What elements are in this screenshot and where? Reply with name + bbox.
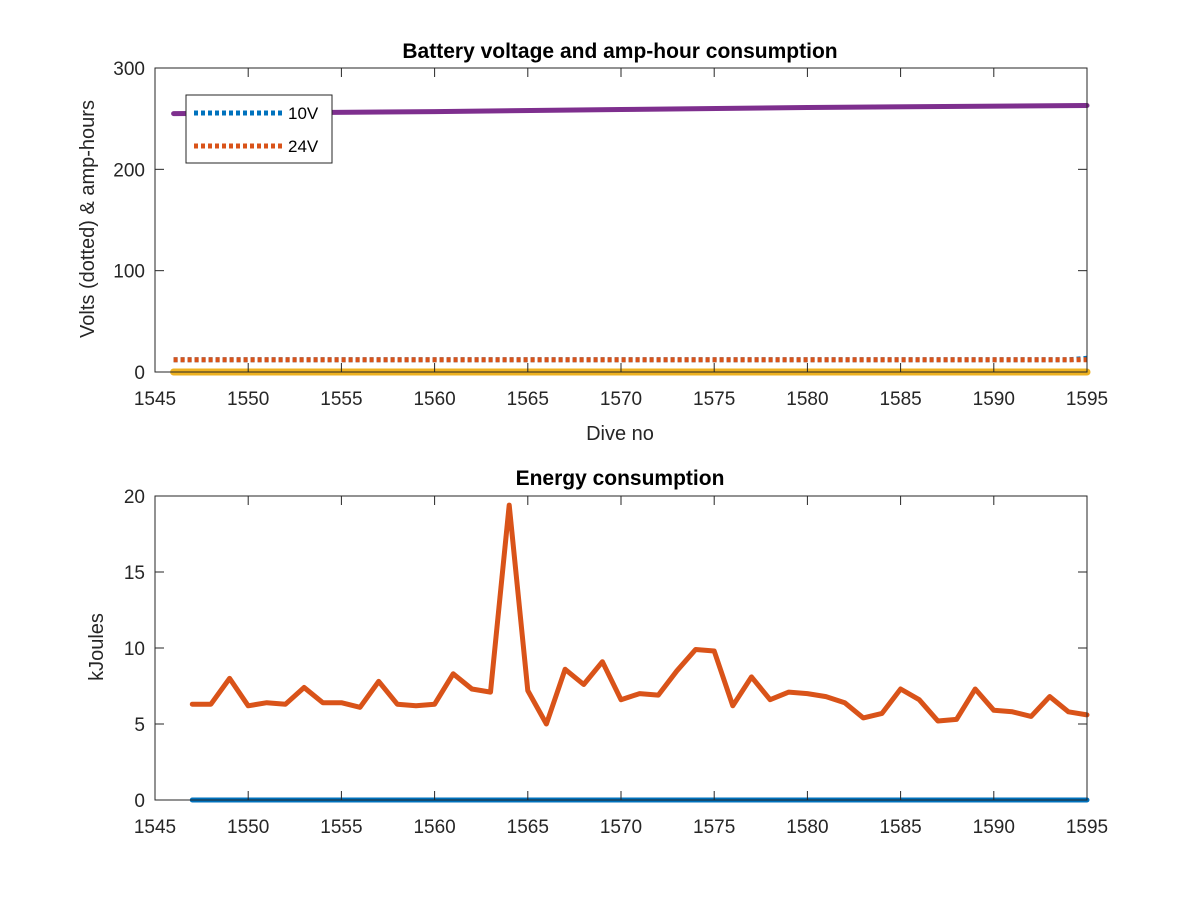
energy-plot-xtick-label: 1555 [320, 817, 362, 838]
energy-plot-xtick-label: 1575 [693, 817, 735, 838]
energy-plot-series-line-1 [189, 502, 1090, 727]
voltage-plot-xtick-label: 1555 [320, 389, 362, 410]
voltage-plot-ytick-label: 300 [113, 59, 145, 80]
energy-plot-xtick-label: 1550 [227, 817, 269, 838]
voltage-plot-xtick-label: 1545 [134, 389, 176, 410]
energy-plot-xtick-label: 1580 [786, 817, 828, 838]
voltage-plot-title: Battery voltage and amp-hour consumption [402, 40, 837, 63]
voltage-plot-xlabel: Dive no [586, 423, 654, 445]
voltage-plot-xtick-label: 1595 [1066, 389, 1108, 410]
voltage-plot-ytick-label: 200 [113, 160, 145, 181]
energy-plot-xtick-label: 1545 [134, 817, 176, 838]
energy-plot-ytick-label: 10 [124, 639, 145, 660]
voltage-plot: 1545 1550 1555 1560 1565 1570 1575 1580 1585 1590… [77, 40, 1108, 445]
energy-plot: 1545 1550 1555 1560 1565 1570 1575 1580 1585 1590… [86, 467, 1108, 838]
energy-plot-ylabel: kJoules [86, 613, 108, 681]
energy-plot-ytick-label: 5 [134, 715, 145, 736]
energy-plot-ytick-label: 0 [134, 791, 145, 812]
legend-box [185, 94, 333, 164]
voltage-plot-xtick-label: 1560 [413, 389, 455, 410]
energy-plot-axes: 1545 1550 1555 1560 1565 1570 1575 1580 1585 1590… [124, 487, 1108, 838]
voltage-plot-xtick-label: 1580 [786, 389, 828, 410]
legend-label-24v: 24V [288, 137, 319, 156]
energy-plot-title: Energy consumption [516, 467, 725, 490]
energy-plot-xtick-label: 1570 [600, 817, 642, 838]
voltage-plot-ytick-label: 0 [134, 363, 145, 384]
energy-plot-xtick-label: 1560 [413, 817, 455, 838]
voltage-plot-xtick-label: 1575 [693, 389, 735, 410]
voltage-plot-xtick-label: 1550 [227, 389, 269, 410]
voltage-plot-axes: 1545 1550 1555 1560 1565 1570 1575 1580 1585 1590… [113, 59, 1108, 410]
energy-plot-xtick-label: 1565 [507, 817, 549, 838]
energy-plot-xtick-label: 1585 [879, 817, 921, 838]
energy-plot-ytick-label: 20 [124, 487, 145, 508]
voltage-plot-xtick-label: 1590 [973, 389, 1015, 410]
energy-plot-ytick-label: 15 [124, 563, 145, 584]
voltage-plot-xtick-label: 1565 [507, 389, 549, 410]
voltage-plot-xtick-label: 1585 [879, 389, 921, 410]
energy-plot-xtick-label: 1595 [1066, 817, 1108, 838]
energy-plot-xtick-label: 1590 [973, 817, 1015, 838]
voltage-plot-legend: 10V 24V [185, 94, 333, 164]
voltage-plot-series-line-3 [171, 103, 1090, 117]
voltage-plot-ylabel: Volts (dotted) & amp-hours [77, 100, 99, 338]
voltage-plot-xtick-label: 1570 [600, 389, 642, 410]
legend-label-10v: 10V [288, 104, 319, 123]
voltage-plot-ytick-label: 100 [113, 262, 145, 283]
